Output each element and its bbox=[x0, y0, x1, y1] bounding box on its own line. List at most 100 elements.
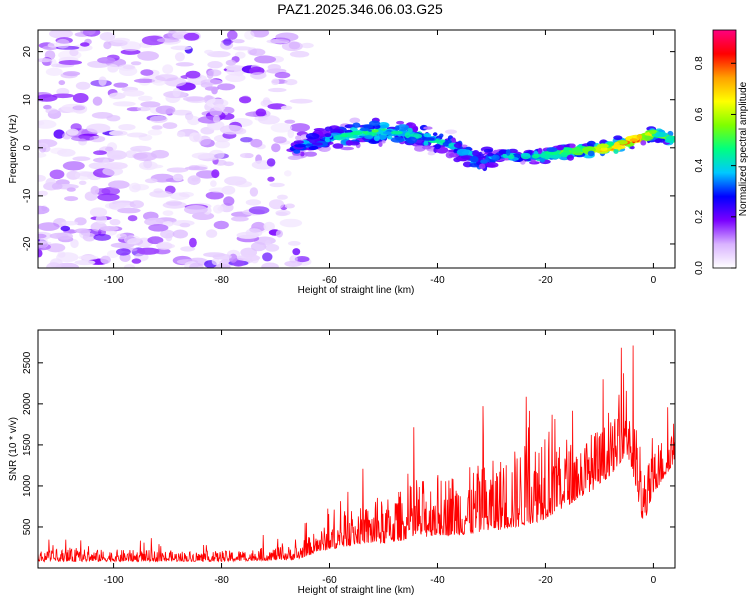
heatmap-cell bbox=[166, 167, 189, 173]
heatmap-cell bbox=[38, 142, 49, 149]
heatmap-cell bbox=[270, 123, 293, 133]
heatmap-cell bbox=[172, 87, 181, 98]
heatmap-cell bbox=[189, 132, 202, 143]
heatmap-cell bbox=[369, 120, 381, 127]
heatmap-cell bbox=[287, 241, 301, 246]
heatmap-cell bbox=[150, 149, 169, 159]
heatmap-cell bbox=[255, 108, 267, 117]
heatmap-cell bbox=[50, 147, 67, 155]
heatmap-cell bbox=[225, 59, 237, 66]
heatmap-cell bbox=[292, 248, 301, 256]
heatmap-cell bbox=[38, 205, 50, 215]
heatmap-cell bbox=[38, 174, 46, 182]
heatmap-cell bbox=[569, 143, 576, 149]
heatmap-cell bbox=[269, 182, 285, 188]
heatmap-cell bbox=[100, 255, 111, 264]
y-tick-label: 1000 bbox=[22, 474, 33, 497]
heatmap-cell bbox=[373, 135, 380, 142]
heatmap-cell bbox=[280, 105, 293, 111]
heatmap-cell bbox=[183, 32, 200, 41]
heatmap-cell bbox=[200, 79, 223, 86]
heatmap-cell bbox=[629, 138, 638, 142]
heatmap-cell bbox=[64, 196, 79, 202]
heatmap-cell bbox=[396, 120, 405, 125]
heatmap-cell bbox=[45, 67, 63, 76]
heatmap-cell bbox=[98, 76, 107, 86]
colorbar-gradient bbox=[713, 30, 736, 268]
heatmap-cell bbox=[450, 137, 457, 144]
heatmap-cell bbox=[407, 127, 413, 134]
heatmap-cell bbox=[546, 147, 558, 153]
heatmap-cell bbox=[349, 117, 361, 124]
heatmap-cell bbox=[234, 180, 253, 188]
heatmap-cell bbox=[287, 128, 295, 139]
heatmap-cell bbox=[93, 233, 111, 241]
heatmap-cell bbox=[144, 178, 158, 184]
heatmap-cell bbox=[80, 42, 90, 47]
heatmap-cell bbox=[162, 122, 178, 129]
colorbar-label: Normalized spectral amplitude bbox=[738, 81, 749, 216]
heatmap-cell bbox=[92, 96, 103, 106]
heatmap-cell bbox=[271, 78, 280, 86]
heatmap-cell bbox=[66, 187, 76, 192]
heatmap-cell bbox=[478, 163, 486, 170]
heatmap-cell bbox=[107, 64, 119, 73]
heatmap-cell bbox=[404, 132, 411, 139]
y-tick-label: 20 bbox=[22, 46, 33, 58]
heatmap-cell bbox=[483, 149, 493, 153]
heatmap-cell bbox=[268, 87, 287, 93]
heatmap-cell bbox=[206, 229, 218, 238]
snr-plot: -100 -80 -60 -40 -20 0 500 1000 1500 2000 2500 He… bbox=[8, 329, 676, 596]
heatmap-cell bbox=[211, 169, 220, 179]
heatmap-cell bbox=[289, 98, 313, 104]
heatmap-cell bbox=[227, 30, 238, 40]
x-tick-label: -60 bbox=[322, 575, 337, 586]
heatmap-cell bbox=[305, 143, 314, 147]
heatmap-cell bbox=[232, 39, 245, 44]
heatmap-cell bbox=[421, 137, 435, 141]
heatmap-cell bbox=[378, 141, 383, 147]
heatmap-cell bbox=[597, 143, 609, 149]
heatmap-cell bbox=[213, 220, 229, 230]
heatmap-cell bbox=[112, 101, 136, 107]
heatmap-cell bbox=[231, 216, 249, 222]
heatmap-cell bbox=[206, 70, 214, 79]
heatmap-cell bbox=[221, 185, 236, 195]
heatmap-cell bbox=[566, 154, 575, 161]
heatmap-cell bbox=[284, 119, 296, 124]
heatmap-cell bbox=[324, 126, 333, 132]
heatmap-cell bbox=[140, 69, 154, 76]
heatmap-cell bbox=[219, 124, 244, 135]
heatmap-cell bbox=[141, 35, 165, 46]
heatmap-cell bbox=[587, 150, 595, 157]
heatmap-cell bbox=[250, 241, 267, 252]
heatmap-cell bbox=[169, 192, 190, 200]
heatmap-cell bbox=[453, 142, 462, 149]
heatmap-cell bbox=[72, 104, 88, 114]
heatmap-cell bbox=[290, 123, 310, 132]
heatmap-cell bbox=[49, 169, 65, 180]
heatmap-cell bbox=[75, 81, 91, 90]
heatmap-cell bbox=[613, 148, 619, 154]
heatmap-cell bbox=[250, 30, 270, 38]
heatmap-cell bbox=[225, 73, 246, 83]
heatmap-cell bbox=[131, 258, 142, 264]
heatmap-cell bbox=[61, 220, 79, 226]
heatmap-cell bbox=[165, 232, 173, 242]
heatmap-cell bbox=[182, 96, 205, 102]
heatmap-cell bbox=[295, 135, 302, 141]
heatmap-cell bbox=[184, 205, 208, 215]
heatmap-cell bbox=[387, 135, 393, 140]
heatmap-cell bbox=[254, 55, 277, 64]
y-tick-label: 2500 bbox=[22, 351, 33, 374]
heatmap-cell bbox=[491, 154, 500, 161]
heatmap-cell bbox=[445, 129, 457, 135]
colorbar: 0.0 0.2 0.4 0.6 0.8 Normalized spectral ampl… bbox=[694, 29, 749, 275]
heatmap-cell bbox=[239, 96, 252, 104]
heatmap-cell bbox=[38, 94, 58, 102]
heatmap-cell bbox=[212, 115, 220, 124]
heatmap-cell bbox=[273, 136, 287, 144]
heatmap-cell bbox=[191, 152, 214, 159]
heatmap-cell bbox=[520, 152, 531, 157]
